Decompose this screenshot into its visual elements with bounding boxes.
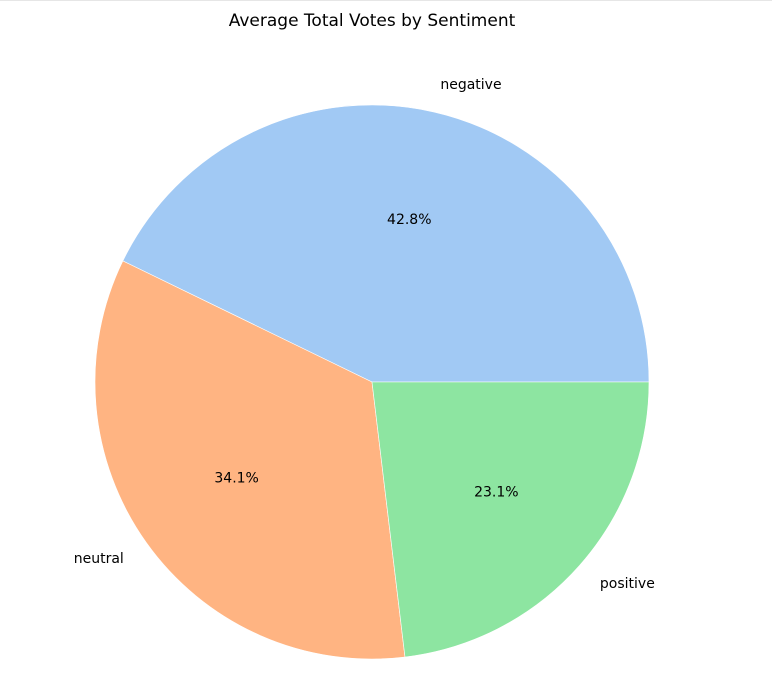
top-divider [0, 0, 772, 1]
slice-label-neutral: neutral [74, 551, 124, 567]
pie-slice-negative [122, 104, 650, 383]
pie-labels: negative 42.8% neutral 34.1% positive 23.1% [74, 77, 655, 592]
chart-title: Average Total Votes by Sentiment [229, 11, 516, 31]
slice-label-positive: positive [600, 576, 655, 592]
slice-percent-neutral: 34.1% [214, 470, 258, 486]
slice-percent-positive: 23.1% [474, 484, 518, 500]
pie-slice-positive [371, 381, 650, 658]
slice-percent-negative: 42.8% [387, 212, 431, 228]
pie-slice-neutral [94, 260, 406, 660]
pie-slices [94, 104, 650, 660]
slice-label-negative: negative [440, 77, 501, 93]
